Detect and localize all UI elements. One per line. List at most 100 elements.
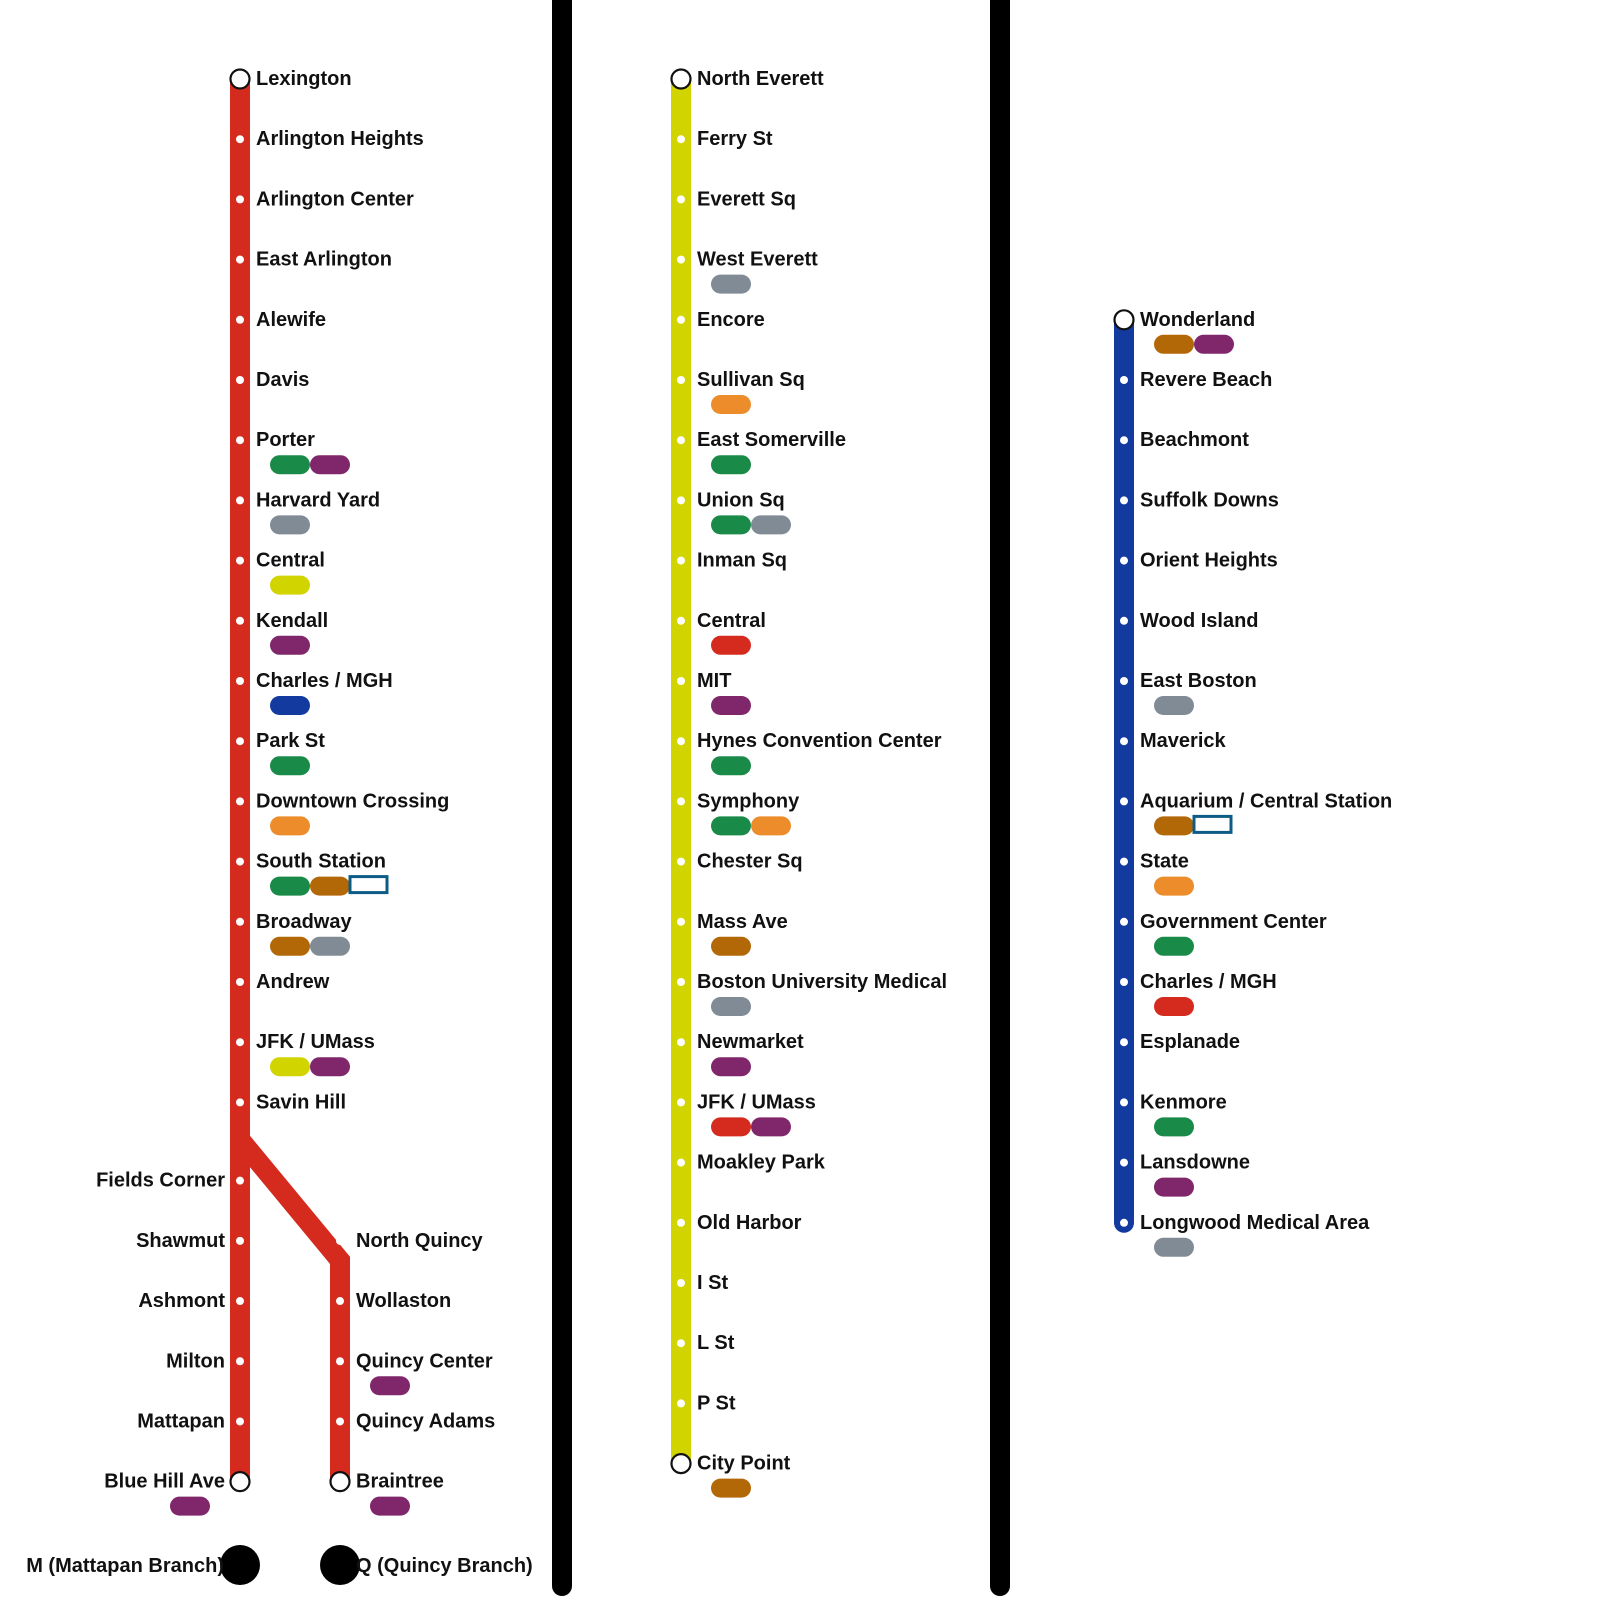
station-dot[interactable] bbox=[236, 1357, 244, 1366]
station-dot[interactable] bbox=[336, 1236, 344, 1245]
station-dot[interactable] bbox=[1120, 1098, 1128, 1107]
station-dot[interactable] bbox=[236, 857, 244, 866]
station-dot[interactable] bbox=[236, 1417, 244, 1426]
station-dot[interactable] bbox=[677, 135, 685, 144]
station-transfer-purple bbox=[751, 1117, 791, 1137]
station-dot[interactable] bbox=[677, 1098, 685, 1107]
station-dot[interactable] bbox=[329, 1471, 351, 1493]
station-dot[interactable] bbox=[677, 677, 685, 685]
station-dot[interactable] bbox=[236, 496, 244, 505]
station-dot[interactable] bbox=[677, 1399, 685, 1408]
station-dot[interactable] bbox=[1120, 616, 1128, 625]
station-dot[interactable] bbox=[677, 797, 685, 806]
station-label: L St bbox=[697, 1332, 735, 1354]
station-dot[interactable] bbox=[677, 1038, 685, 1047]
station-dot[interactable] bbox=[677, 737, 685, 746]
station-label: Wonderland bbox=[1140, 309, 1255, 331]
station-dot[interactable] bbox=[236, 135, 244, 144]
station-dot[interactable] bbox=[236, 255, 244, 264]
station-dot[interactable] bbox=[1120, 1158, 1128, 1167]
station-label: P St bbox=[697, 1392, 736, 1414]
station-dot[interactable] bbox=[336, 1357, 344, 1366]
station-dot[interactable] bbox=[1120, 797, 1128, 806]
station-dot[interactable] bbox=[677, 1279, 685, 1287]
station-dot[interactable] bbox=[1120, 496, 1128, 505]
station-dot[interactable] bbox=[677, 1158, 685, 1167]
station-dot[interactable] bbox=[670, 68, 692, 90]
station-dot[interactable] bbox=[236, 978, 244, 986]
station-label: Boston University Medical bbox=[697, 971, 947, 993]
station-label: Arlington Center bbox=[256, 188, 414, 210]
station-dot[interactable] bbox=[236, 677, 244, 685]
station-label: Chester Sq bbox=[697, 851, 803, 873]
station-transfer-gray bbox=[270, 515, 310, 535]
station-label: Ashmont bbox=[138, 1290, 225, 1312]
station-dot[interactable] bbox=[1120, 436, 1128, 445]
station-dot[interactable] bbox=[670, 1452, 692, 1475]
station-dot[interactable] bbox=[236, 195, 244, 204]
station-dot[interactable] bbox=[677, 1339, 685, 1348]
station-dot[interactable] bbox=[677, 195, 685, 204]
station-transfer-purple bbox=[711, 696, 751, 715]
station-dot[interactable] bbox=[677, 255, 685, 264]
station-dot[interactable] bbox=[677, 978, 685, 986]
station-label: North Everett bbox=[697, 68, 824, 90]
station-label: Charles / MGH bbox=[256, 670, 393, 692]
station-dot[interactable] bbox=[1113, 309, 1135, 331]
station-transfer-yellow bbox=[270, 575, 310, 595]
station-dot[interactable] bbox=[229, 1471, 251, 1493]
station-dot[interactable] bbox=[677, 315, 685, 324]
station-dot[interactable] bbox=[1120, 1038, 1128, 1047]
station-dot[interactable] bbox=[236, 436, 244, 445]
station-transfer-brown bbox=[1154, 334, 1194, 354]
station-label: Quincy Center bbox=[356, 1350, 493, 1372]
station-dot[interactable] bbox=[236, 737, 244, 746]
station-label: Porter bbox=[256, 429, 315, 451]
station-dot[interactable] bbox=[677, 857, 685, 866]
station-label: Davis bbox=[256, 369, 309, 391]
station-dot[interactable] bbox=[236, 315, 244, 324]
station-dot[interactable] bbox=[236, 1236, 244, 1245]
station-dot[interactable] bbox=[677, 436, 685, 445]
station-dot[interactable] bbox=[236, 616, 244, 625]
station-dot[interactable] bbox=[677, 1218, 685, 1227]
station-label: Ferry St bbox=[697, 128, 773, 150]
station-label: JFK / UMass bbox=[256, 1031, 375, 1053]
station-dot[interactable] bbox=[1120, 978, 1128, 986]
station-label: Maverick bbox=[1140, 730, 1226, 752]
station-dot[interactable] bbox=[236, 556, 244, 565]
station-dot[interactable] bbox=[677, 917, 685, 926]
station-label: Blue Hill Ave bbox=[104, 1471, 225, 1493]
station-dot[interactable] bbox=[1120, 677, 1128, 685]
station-label: Shawmut bbox=[136, 1230, 225, 1252]
station-dot[interactable] bbox=[1120, 917, 1128, 926]
station-dot[interactable] bbox=[1120, 1218, 1128, 1227]
station-dot[interactable] bbox=[677, 376, 685, 384]
station-label: Harvard Yard bbox=[256, 489, 380, 511]
station-dot[interactable] bbox=[1120, 857, 1128, 866]
station-dot[interactable] bbox=[236, 376, 244, 384]
station-transfer-brown bbox=[711, 936, 751, 956]
station-dot[interactable] bbox=[677, 616, 685, 625]
station-dot[interactable] bbox=[236, 917, 244, 926]
station-dot[interactable] bbox=[336, 1417, 344, 1426]
station-dot[interactable] bbox=[1120, 737, 1128, 746]
station-transfer-yellow bbox=[270, 1057, 310, 1077]
station-label: Alewife bbox=[256, 309, 326, 331]
station-dot[interactable] bbox=[236, 1176, 244, 1185]
station-dot[interactable] bbox=[236, 1297, 244, 1306]
station-transfer-purple bbox=[310, 455, 350, 475]
station-dot[interactable] bbox=[336, 1297, 344, 1306]
station-dot[interactable] bbox=[236, 1038, 244, 1047]
station-dot[interactable] bbox=[229, 68, 251, 90]
station-dot[interactable] bbox=[1120, 376, 1128, 384]
station-label: East Somerville bbox=[697, 429, 846, 451]
station-dot[interactable] bbox=[677, 556, 685, 565]
station-dot[interactable] bbox=[677, 496, 685, 505]
station-dot[interactable] bbox=[236, 1098, 244, 1107]
station-dot[interactable] bbox=[1120, 556, 1128, 565]
station-transfer-green bbox=[1154, 1117, 1194, 1137]
station-dot[interactable] bbox=[236, 797, 244, 806]
station-label: North Quincy bbox=[356, 1230, 484, 1252]
